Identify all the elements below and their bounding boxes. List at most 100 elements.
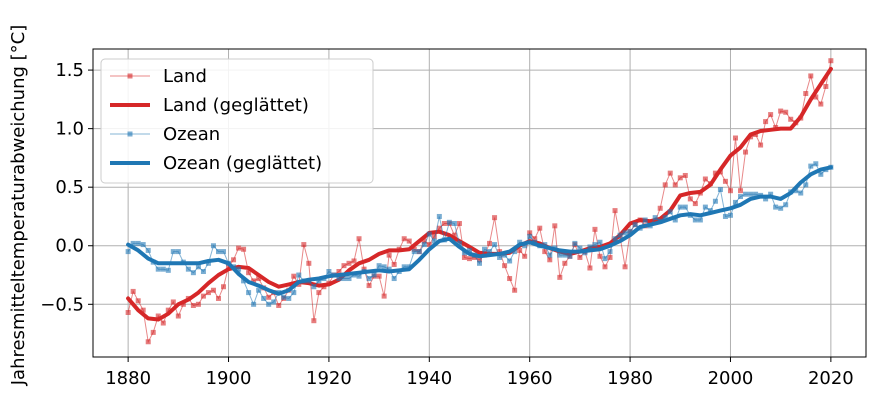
data-point bbox=[346, 276, 352, 282]
data-point bbox=[175, 249, 181, 255]
data-point bbox=[612, 236, 618, 242]
data-point bbox=[281, 294, 287, 300]
data-point bbox=[266, 301, 272, 307]
data-point bbox=[722, 213, 728, 219]
data-point bbox=[246, 270, 252, 276]
data-point bbox=[753, 191, 759, 197]
data-point bbox=[803, 91, 809, 97]
data-point bbox=[145, 247, 151, 253]
x-tick-label: 2000 bbox=[708, 368, 754, 389]
data-point bbox=[336, 276, 342, 282]
data-point bbox=[512, 249, 518, 255]
data-point bbox=[221, 284, 227, 290]
data-point bbox=[763, 119, 769, 125]
data-point bbox=[487, 249, 493, 255]
data-point bbox=[426, 231, 432, 237]
data-point bbox=[622, 230, 628, 236]
y-tick-label: 1.0 bbox=[55, 119, 84, 140]
data-point bbox=[562, 260, 568, 266]
data-point bbox=[391, 261, 397, 267]
series-layer bbox=[125, 58, 834, 345]
series-land-gegl-ttet bbox=[126, 66, 833, 322]
data-point bbox=[527, 233, 533, 239]
data-point bbox=[497, 254, 503, 260]
data-point bbox=[727, 212, 733, 218]
data-point bbox=[577, 245, 583, 251]
data-point bbox=[783, 109, 789, 115]
data-point bbox=[276, 302, 282, 308]
series-line bbox=[126, 165, 833, 296]
data-point bbox=[602, 256, 608, 262]
x-tick-label: 1980 bbox=[607, 368, 653, 389]
series-line bbox=[127, 163, 832, 306]
data-point bbox=[316, 290, 322, 296]
data-point bbox=[291, 273, 297, 279]
data-point bbox=[451, 220, 457, 226]
data-point bbox=[451, 232, 457, 238]
data-point bbox=[466, 247, 472, 253]
data-point bbox=[477, 257, 482, 263]
data-point bbox=[466, 256, 472, 262]
series-line bbox=[126, 66, 833, 322]
data-point bbox=[391, 276, 397, 282]
data-point bbox=[406, 238, 412, 244]
data-point bbox=[697, 217, 703, 223]
data-point bbox=[557, 252, 563, 258]
data-point bbox=[707, 208, 713, 214]
data-point bbox=[507, 258, 513, 264]
legend-marker bbox=[127, 73, 133, 79]
data-point bbox=[592, 226, 598, 232]
data-point bbox=[241, 246, 247, 252]
data-point bbox=[748, 191, 754, 197]
data-point bbox=[401, 236, 407, 242]
data-point bbox=[446, 219, 452, 225]
data-point bbox=[572, 240, 578, 246]
legend: Land Land (geglättet) Ozean Ozean (geglätte… bbox=[100, 58, 374, 184]
data-point bbox=[727, 188, 733, 194]
data-point bbox=[507, 276, 513, 282]
data-point bbox=[351, 258, 357, 264]
data-point bbox=[597, 253, 603, 259]
legend-label: Land bbox=[163, 66, 207, 87]
data-point bbox=[231, 257, 237, 263]
data-point bbox=[376, 273, 382, 279]
data-point bbox=[170, 299, 176, 305]
data-point bbox=[180, 301, 186, 307]
data-point bbox=[356, 273, 362, 279]
data-point bbox=[567, 253, 573, 259]
data-point bbox=[627, 229, 633, 235]
data-point bbox=[311, 284, 317, 290]
data-point bbox=[642, 217, 648, 223]
data-point bbox=[155, 266, 161, 272]
data-point bbox=[732, 135, 738, 141]
data-point bbox=[607, 254, 613, 260]
data-point bbox=[160, 320, 166, 326]
data-point bbox=[552, 223, 558, 229]
data-point bbox=[783, 202, 789, 208]
data-point bbox=[241, 278, 247, 284]
data-point bbox=[381, 293, 387, 299]
data-point bbox=[692, 217, 698, 223]
x-tick-label: 1920 bbox=[306, 368, 352, 389]
data-point bbox=[808, 73, 814, 79]
data-point bbox=[622, 264, 628, 270]
x-tick-label: 1940 bbox=[406, 368, 452, 389]
data-point bbox=[522, 243, 528, 249]
data-point bbox=[682, 172, 688, 178]
data-point bbox=[401, 264, 407, 270]
data-point bbox=[793, 188, 799, 194]
data-point bbox=[135, 240, 141, 246]
data-point bbox=[542, 242, 548, 248]
data-point bbox=[436, 225, 442, 231]
data-point bbox=[125, 309, 131, 315]
data-point bbox=[376, 263, 382, 269]
data-point bbox=[477, 260, 482, 266]
data-point bbox=[702, 204, 708, 210]
data-point bbox=[652, 215, 658, 221]
data-point bbox=[195, 264, 201, 270]
legend-label: Ozean bbox=[163, 124, 220, 145]
data-point bbox=[431, 233, 437, 239]
data-point bbox=[798, 190, 804, 196]
data-point bbox=[532, 236, 538, 242]
